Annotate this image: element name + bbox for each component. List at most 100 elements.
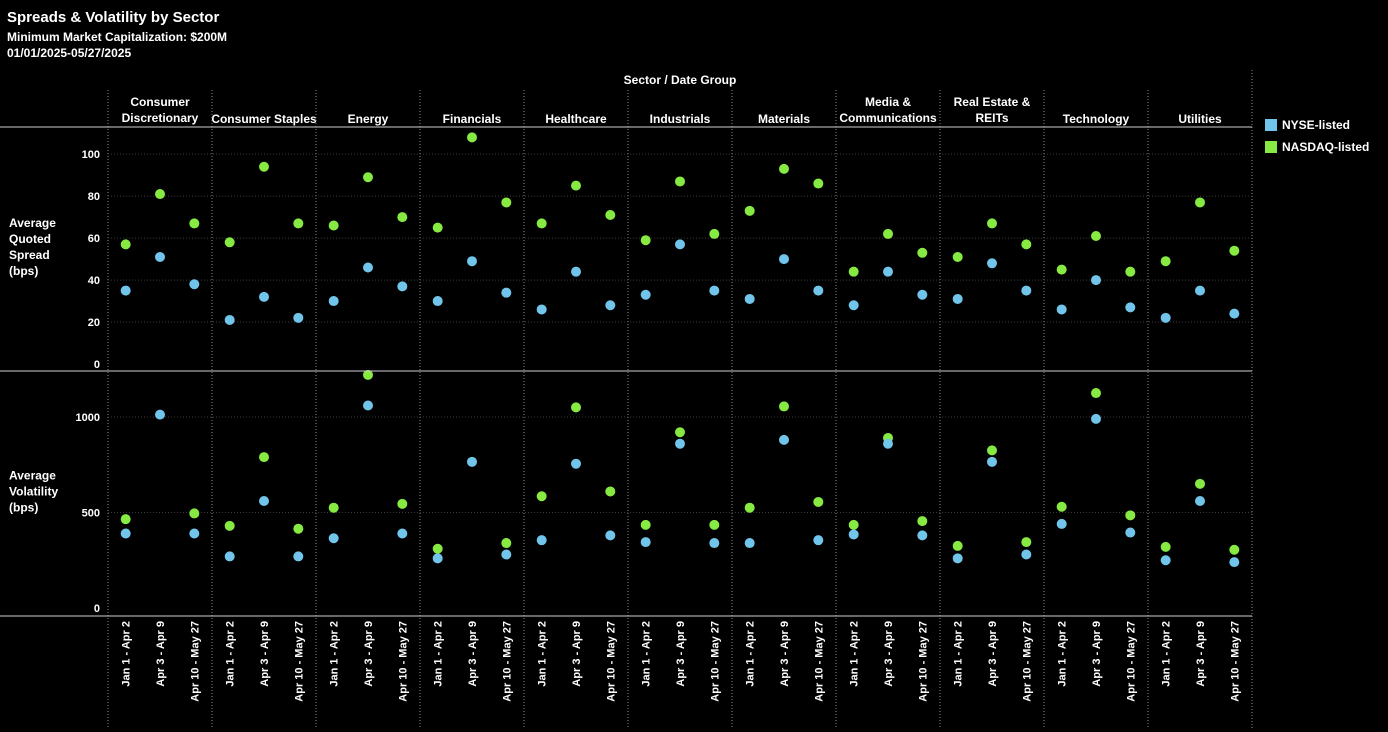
nyse-point[interactable] (1091, 275, 1101, 286)
nyse-point[interactable] (987, 456, 997, 467)
nyse-point[interactable] (328, 296, 339, 307)
nyse-point[interactable] (1160, 312, 1171, 323)
nyse-point[interactable] (293, 312, 304, 323)
nyse-point[interactable] (883, 438, 893, 449)
nyse-point[interactable] (744, 293, 755, 304)
nyse-point[interactable] (605, 300, 616, 311)
nyse-point[interactable] (675, 438, 685, 449)
nyse-point[interactable] (224, 551, 235, 562)
nasdaq-point[interactable] (987, 218, 997, 229)
nasdaq-point[interactable] (952, 251, 963, 262)
nasdaq-point[interactable] (883, 228, 893, 239)
nasdaq-point[interactable] (640, 519, 651, 530)
nasdaq-point[interactable] (397, 212, 408, 223)
nasdaq-point[interactable] (189, 508, 200, 519)
legend-item-nyse[interactable]: NYSE-listed (1265, 114, 1369, 136)
nasdaq-point[interactable] (293, 218, 304, 229)
nyse-point[interactable] (917, 530, 928, 541)
nasdaq-point[interactable] (1056, 264, 1067, 275)
nasdaq-point[interactable] (605, 210, 616, 221)
nasdaq-point[interactable] (675, 176, 685, 187)
nyse-point[interactable] (155, 251, 165, 262)
nasdaq-point[interactable] (848, 519, 859, 530)
nasdaq-point[interactable] (120, 514, 131, 525)
nyse-point[interactable] (571, 266, 581, 277)
nyse-point[interactable] (259, 496, 269, 507)
nyse-point[interactable] (883, 266, 893, 277)
nasdaq-point[interactable] (1125, 266, 1136, 277)
nyse-point[interactable] (1021, 549, 1032, 560)
nyse-point[interactable] (189, 528, 200, 539)
nasdaq-point[interactable] (224, 237, 235, 248)
nasdaq-point[interactable] (744, 205, 755, 216)
nyse-point[interactable] (952, 293, 963, 304)
nyse-point[interactable] (1160, 555, 1171, 566)
nyse-point[interactable] (155, 409, 165, 420)
nyse-point[interactable] (1229, 557, 1240, 568)
nasdaq-point[interactable] (259, 452, 269, 463)
nyse-point[interactable] (120, 285, 131, 296)
nyse-point[interactable] (224, 314, 235, 325)
nyse-point[interactable] (259, 291, 269, 302)
nyse-point[interactable] (397, 281, 408, 292)
nasdaq-point[interactable] (328, 220, 339, 231)
nasdaq-point[interactable] (259, 161, 269, 172)
nasdaq-point[interactable] (987, 445, 997, 456)
nyse-point[interactable] (432, 553, 443, 564)
nasdaq-point[interactable] (640, 235, 651, 246)
nasdaq-point[interactable] (397, 498, 408, 509)
nyse-point[interactable] (779, 434, 789, 445)
nyse-point[interactable] (363, 262, 373, 273)
nyse-point[interactable] (293, 551, 304, 562)
nyse-point[interactable] (397, 528, 408, 539)
nyse-point[interactable] (848, 529, 859, 540)
nasdaq-point[interactable] (675, 427, 685, 438)
nyse-point[interactable] (709, 285, 720, 296)
nasdaq-point[interactable] (120, 239, 131, 250)
nyse-point[interactable] (1125, 527, 1136, 538)
nyse-point[interactable] (432, 296, 443, 307)
nasdaq-point[interactable] (1160, 256, 1171, 267)
nasdaq-point[interactable] (467, 132, 477, 143)
nyse-point[interactable] (987, 258, 997, 269)
nyse-point[interactable] (1056, 304, 1067, 315)
nasdaq-point[interactable] (571, 402, 581, 413)
nasdaq-point[interactable] (501, 197, 512, 208)
nasdaq-point[interactable] (848, 266, 859, 277)
nasdaq-point[interactable] (224, 520, 235, 531)
nyse-point[interactable] (1091, 413, 1101, 424)
nasdaq-point[interactable] (779, 163, 789, 174)
nasdaq-point[interactable] (1195, 197, 1205, 208)
nyse-point[interactable] (813, 535, 824, 546)
nasdaq-point[interactable] (432, 543, 443, 554)
nasdaq-point[interactable] (1091, 231, 1101, 242)
nyse-point[interactable] (744, 538, 755, 549)
nasdaq-point[interactable] (536, 491, 547, 502)
nyse-point[interactable] (571, 458, 581, 469)
nasdaq-point[interactable] (605, 486, 616, 497)
nyse-point[interactable] (501, 287, 512, 298)
nyse-point[interactable] (1021, 285, 1032, 296)
legend-item-nasdaq[interactable]: NASDAQ-listed (1265, 136, 1369, 158)
nasdaq-point[interactable] (432, 222, 443, 233)
nyse-point[interactable] (501, 549, 512, 560)
nyse-point[interactable] (536, 304, 547, 315)
nyse-point[interactable] (363, 400, 373, 411)
nyse-point[interactable] (1229, 308, 1240, 319)
nasdaq-point[interactable] (1021, 239, 1032, 250)
nasdaq-point[interactable] (1160, 541, 1171, 552)
nasdaq-point[interactable] (1195, 478, 1205, 489)
nasdaq-point[interactable] (363, 369, 373, 380)
nasdaq-point[interactable] (1229, 245, 1240, 256)
nyse-point[interactable] (467, 256, 477, 267)
nyse-point[interactable] (848, 300, 859, 311)
nasdaq-point[interactable] (779, 401, 789, 412)
nyse-point[interactable] (1195, 285, 1205, 296)
nasdaq-point[interactable] (813, 178, 824, 189)
nyse-point[interactable] (709, 538, 720, 549)
nyse-point[interactable] (1125, 302, 1136, 313)
nasdaq-point[interactable] (363, 172, 373, 183)
nasdaq-point[interactable] (501, 538, 512, 549)
nasdaq-point[interactable] (1229, 544, 1240, 555)
nasdaq-point[interactable] (571, 180, 581, 191)
